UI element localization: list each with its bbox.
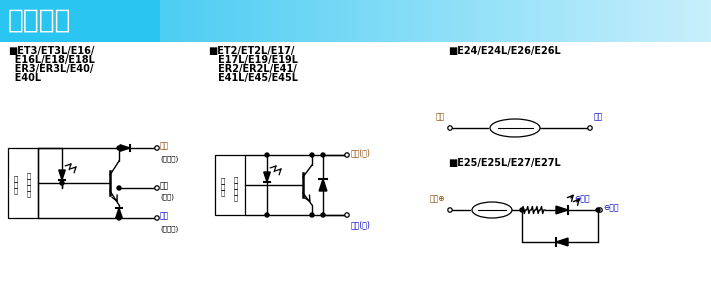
Circle shape xyxy=(448,126,452,130)
Text: ■E24/E24L/E26/E26L: ■E24/E24L/E26/E26L xyxy=(448,46,561,56)
Text: E41L/E45/E45L: E41L/E45/E45L xyxy=(208,73,298,83)
Text: ER2/ER2L/E41/: ER2/ER2L/E41/ xyxy=(208,64,296,74)
Ellipse shape xyxy=(472,202,512,218)
Circle shape xyxy=(345,153,349,157)
Text: 茶線: 茶線 xyxy=(160,141,169,151)
Text: (出力): (出力) xyxy=(160,193,174,200)
Text: ス: ス xyxy=(234,177,238,183)
Circle shape xyxy=(448,208,452,212)
Ellipse shape xyxy=(490,119,540,137)
Text: 青線: 青線 xyxy=(160,211,169,221)
Text: ■ET3/ET3L/E16/: ■ET3/ET3L/E16/ xyxy=(8,46,95,56)
Circle shape xyxy=(321,213,325,217)
Text: ス: ス xyxy=(27,173,31,179)
Circle shape xyxy=(117,186,121,190)
Text: (電源－): (電源－) xyxy=(160,225,178,232)
Circle shape xyxy=(117,216,121,220)
Bar xyxy=(215,155,245,215)
Circle shape xyxy=(265,213,269,217)
Text: 茶線(＋): 茶線(＋) xyxy=(351,148,371,158)
Polygon shape xyxy=(120,145,130,151)
Polygon shape xyxy=(556,238,568,246)
Circle shape xyxy=(60,181,64,185)
Circle shape xyxy=(588,126,592,130)
Text: チ: チ xyxy=(234,195,238,201)
Bar xyxy=(0,0,160,42)
Text: イ: イ xyxy=(27,179,31,185)
Text: ッ: ッ xyxy=(27,185,31,191)
Bar xyxy=(8,148,38,218)
Circle shape xyxy=(155,216,159,220)
Text: 茶線: 茶線 xyxy=(436,112,445,121)
Text: E16L/E18/E18L: E16L/E18/E18L xyxy=(8,55,95,65)
Text: 茶線⊕: 茶線⊕ xyxy=(430,194,446,203)
Text: 黒線: 黒線 xyxy=(160,181,169,191)
Circle shape xyxy=(310,213,314,217)
Text: 青線(－): 青線(－) xyxy=(351,220,371,229)
Text: ⊖青線: ⊖青線 xyxy=(603,203,619,212)
Polygon shape xyxy=(116,208,122,218)
Text: ■ET2/ET2L/E17/: ■ET2/ET2L/E17/ xyxy=(208,46,294,56)
Polygon shape xyxy=(319,179,327,191)
Circle shape xyxy=(345,213,349,217)
Circle shape xyxy=(596,208,600,212)
Circle shape xyxy=(321,153,325,157)
Text: E40L: E40L xyxy=(8,73,41,83)
Circle shape xyxy=(265,153,269,157)
Text: 内部回路: 内部回路 xyxy=(8,8,72,34)
Circle shape xyxy=(520,208,524,212)
Circle shape xyxy=(598,208,602,212)
Circle shape xyxy=(155,186,159,190)
Circle shape xyxy=(117,146,121,150)
Text: イ: イ xyxy=(234,183,238,189)
Text: 路: 路 xyxy=(14,188,18,194)
Text: ッ: ッ xyxy=(234,189,238,195)
Polygon shape xyxy=(264,172,270,182)
Text: E17L/E19/E19L: E17L/E19/E19L xyxy=(208,55,298,65)
Text: 回: 回 xyxy=(14,182,18,188)
Polygon shape xyxy=(556,206,568,214)
Text: 主: 主 xyxy=(14,176,18,182)
Text: 回: 回 xyxy=(221,184,225,190)
Text: 主: 主 xyxy=(221,178,225,184)
Polygon shape xyxy=(59,170,65,180)
Text: ⊖青線: ⊖青線 xyxy=(574,194,590,203)
Text: 路: 路 xyxy=(221,190,225,196)
Circle shape xyxy=(310,153,314,157)
Text: 青線: 青線 xyxy=(594,112,603,121)
Text: ER3/ER3L/E40/: ER3/ER3L/E40/ xyxy=(8,64,93,74)
Circle shape xyxy=(155,146,159,150)
Text: (電源＋): (電源＋) xyxy=(160,155,178,162)
Text: チ: チ xyxy=(27,191,31,197)
Text: ■E25/E25L/E27/E27L: ■E25/E25L/E27/E27L xyxy=(448,158,561,168)
